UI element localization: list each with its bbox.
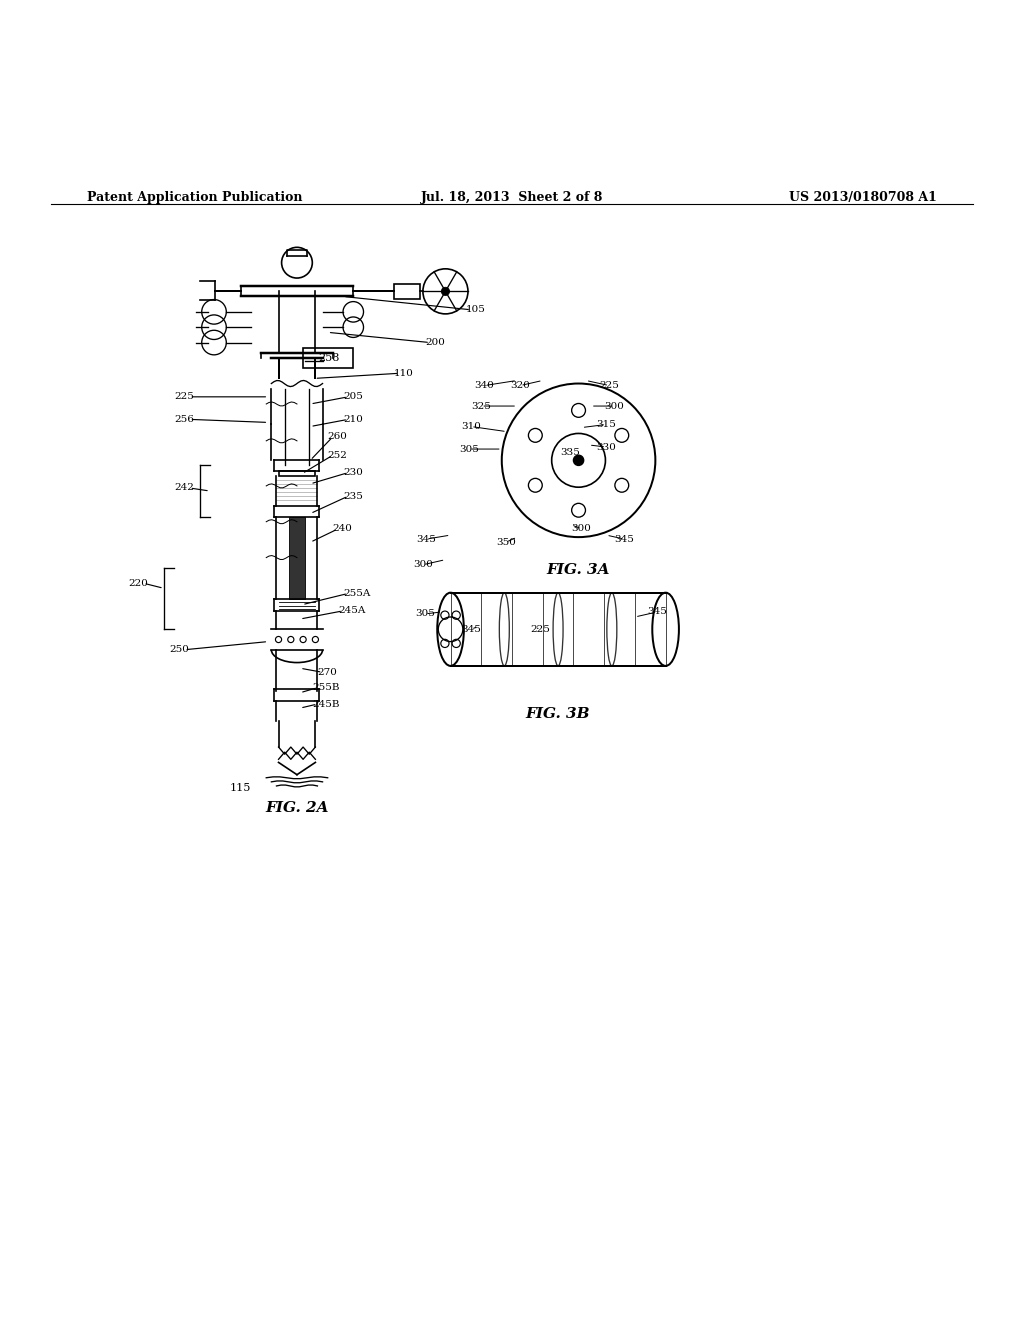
Text: 225: 225 [530, 624, 551, 634]
Text: 345: 345 [614, 535, 635, 544]
Text: 305: 305 [415, 610, 435, 618]
Text: 335: 335 [560, 447, 581, 457]
Text: 320: 320 [510, 381, 530, 391]
Text: 240: 240 [333, 524, 352, 533]
Text: 242: 242 [175, 483, 195, 492]
Text: 255B: 255B [312, 684, 340, 692]
Circle shape [441, 288, 450, 296]
Text: 300: 300 [604, 401, 625, 411]
Text: 256: 256 [175, 414, 195, 424]
Text: Patent Application Publication: Patent Application Publication [87, 191, 302, 205]
Bar [394, 284, 420, 298]
Text: 220: 220 [129, 578, 148, 587]
Text: FIG. 3A: FIG. 3A [547, 562, 610, 577]
Text: 115: 115 [229, 783, 251, 793]
Text: 305: 305 [459, 445, 479, 454]
Text: 252: 252 [328, 450, 347, 459]
Text: 245A: 245A [338, 606, 366, 615]
Text: 345: 345 [416, 535, 436, 544]
Text: 260: 260 [328, 432, 347, 441]
Text: 225: 225 [599, 381, 620, 391]
Text: 345: 345 [647, 607, 668, 616]
Text: 200: 200 [425, 338, 444, 347]
Circle shape [573, 455, 584, 466]
Text: 210: 210 [343, 414, 362, 424]
Text: 245B: 245B [312, 700, 340, 709]
Text: 270: 270 [317, 668, 337, 677]
Text: 325: 325 [471, 401, 492, 411]
Text: 315: 315 [596, 420, 616, 429]
Text: 300: 300 [413, 560, 433, 569]
Bar [279, 470, 315, 475]
Text: 350: 350 [496, 537, 516, 546]
Text: FIG. 2A: FIG. 2A [265, 801, 329, 816]
Text: 340: 340 [474, 381, 495, 391]
Text: 110: 110 [394, 368, 414, 378]
Text: 230: 230 [343, 469, 362, 477]
Text: Jul. 18, 2013  Sheet 2 of 8: Jul. 18, 2013 Sheet 2 of 8 [421, 191, 603, 205]
Text: 225: 225 [175, 392, 195, 401]
Text: US 2013/0180708 A1: US 2013/0180708 A1 [790, 191, 937, 205]
Text: FIG. 3B: FIG. 3B [526, 706, 590, 721]
Text: 310: 310 [461, 422, 481, 432]
Text: 258: 258 [318, 352, 339, 363]
Bar [289, 516, 305, 598]
Text: 345: 345 [461, 624, 481, 634]
FancyBboxPatch shape [303, 347, 353, 368]
Text: 205: 205 [343, 392, 362, 401]
Text: 250: 250 [170, 645, 189, 655]
Text: 255A: 255A [343, 589, 371, 598]
Text: 105: 105 [466, 305, 485, 314]
Text: 330: 330 [596, 442, 616, 451]
Text: 300: 300 [571, 524, 592, 533]
Text: 235: 235 [343, 491, 362, 500]
